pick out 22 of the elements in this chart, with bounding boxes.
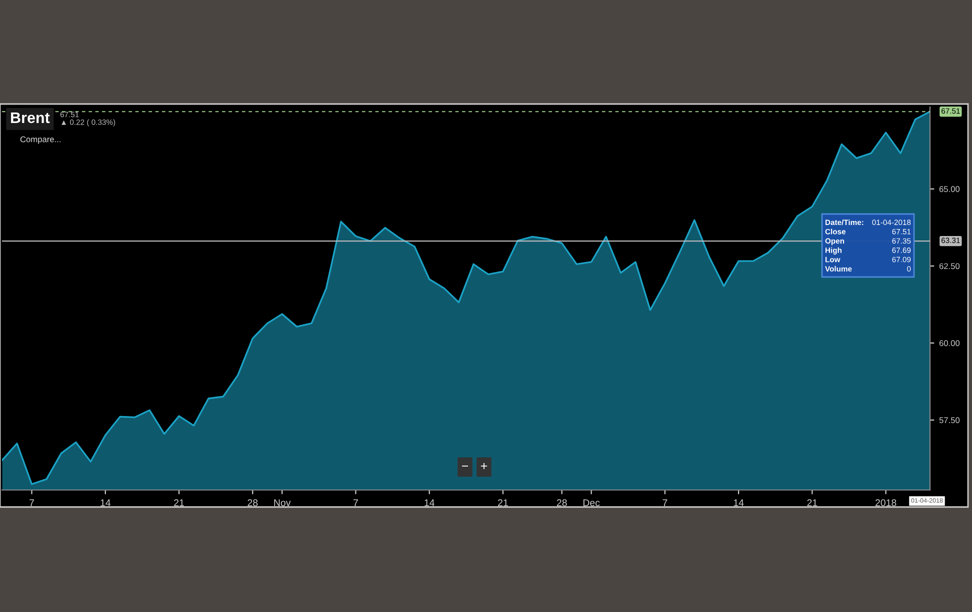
- chart-title: Brent: [11, 112, 50, 124]
- y-tick-label: 57.50: [939, 417, 960, 424]
- x-tick-label: 21: [174, 499, 184, 506]
- annotation: −: [462, 466, 468, 467]
- x-tick-label: 14: [100, 499, 110, 506]
- x-tick-label: 14: [734, 499, 744, 506]
- x-tick-label: 14: [424, 499, 434, 506]
- annotation: +: [480, 463, 488, 470]
- x-tick-label: 28: [248, 499, 258, 506]
- y-tick-label: 60.00: [939, 340, 960, 346]
- x-tick-label: 7: [30, 499, 34, 506]
- y-tick-label: 65.00: [939, 186, 960, 192]
- x-tick-label: 21: [807, 499, 818, 506]
- x-tick-label: Nov: [274, 499, 291, 506]
- y-tick-label: 62.50: [939, 263, 960, 270]
- x-tick-label: 21: [498, 499, 508, 506]
- annotation: Compare...: [20, 136, 60, 144]
- x-tick-label: 2018: [876, 499, 896, 506]
- x-tick-label: 28: [556, 499, 567, 506]
- x-tick-label: 7: [354, 499, 358, 506]
- x-tick-label: 7: [662, 499, 668, 506]
- x-tick-label: Dec: [583, 499, 600, 506]
